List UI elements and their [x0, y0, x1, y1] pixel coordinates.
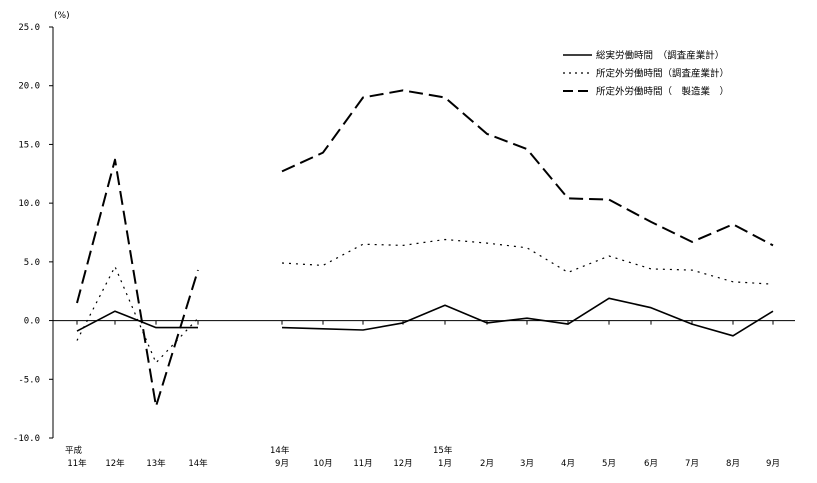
x-tick-label: 12月	[393, 459, 412, 469]
x-tick-label: 7月	[685, 459, 699, 469]
series-line-3-segment-2	[281, 89, 774, 247]
y-unit-label: (%)	[54, 11, 70, 21]
y-tick-label: 20.0	[18, 82, 40, 92]
x-tick-label: 6月	[644, 459, 658, 469]
x-tick-label: 8月	[726, 459, 740, 469]
axes	[52, 27, 795, 438]
series-line-3-segment-1	[76, 158, 199, 408]
x-tick-label: 12年	[105, 458, 125, 469]
x-tick-label-top: 15年	[433, 445, 453, 456]
y-tick-label: -5.0	[18, 375, 40, 385]
x-tick-label: 9月	[766, 459, 780, 469]
y-tick-label: 5.0	[24, 258, 40, 268]
x-tick-label-top: 平成	[65, 445, 83, 456]
y-tick-label: 25.0	[18, 23, 40, 33]
legend: 総実労働時間 （調査産業計） 所定外労働時間（調査産業計） 所定外労働時間（ 製造業…	[563, 50, 729, 98]
series-line-2-segment-2	[281, 238, 774, 285]
x-tick-label: 11月	[353, 459, 372, 469]
series-line-2-segment-1	[76, 266, 199, 364]
x-tick-label: 3月	[520, 459, 534, 469]
legend-label-2: 所定外労働時間（調査産業計）	[596, 68, 729, 80]
x-tick-label: 13年	[146, 458, 166, 469]
x-tick-label: 5月	[602, 459, 616, 469]
x-tick-label: 11年	[67, 458, 87, 469]
y-tick-label: -10.0	[13, 434, 40, 444]
series-lines	[76, 89, 774, 408]
series-line-1-segment-1	[76, 310, 198, 332]
x-tick-label: 10月	[313, 459, 332, 469]
y-tick-label: 15.0	[18, 140, 40, 150]
x-tick-label: 2月	[480, 459, 494, 469]
series-line-1-segment-2	[281, 297, 774, 337]
x-tick-label-top: 14年	[270, 445, 290, 456]
x-tick-label: 9月	[275, 459, 289, 469]
legend-label-3: 所定外労働時間（ 製造業 ）	[596, 86, 729, 98]
y-tick-label: 0.0	[24, 317, 40, 327]
y-tick-label: 10.0	[18, 199, 40, 209]
x-tick-label: 4月	[561, 459, 575, 469]
x-tick-labels: 平成 11年 12年 13年 14年 14年 9月 10月 11月 12月 15年 1月 2月 3月 4月 5…	[65, 445, 780, 469]
y-tick-labels: 25.0 20.0 15.0 10.0 5.0 0.0 -5.0 -10.0	[13, 23, 53, 444]
legend-label-1: 総実労働時間 （調査産業計）	[596, 50, 724, 62]
x-tick-label: 1月	[438, 459, 452, 469]
x-tick-label: 14年	[188, 458, 208, 469]
